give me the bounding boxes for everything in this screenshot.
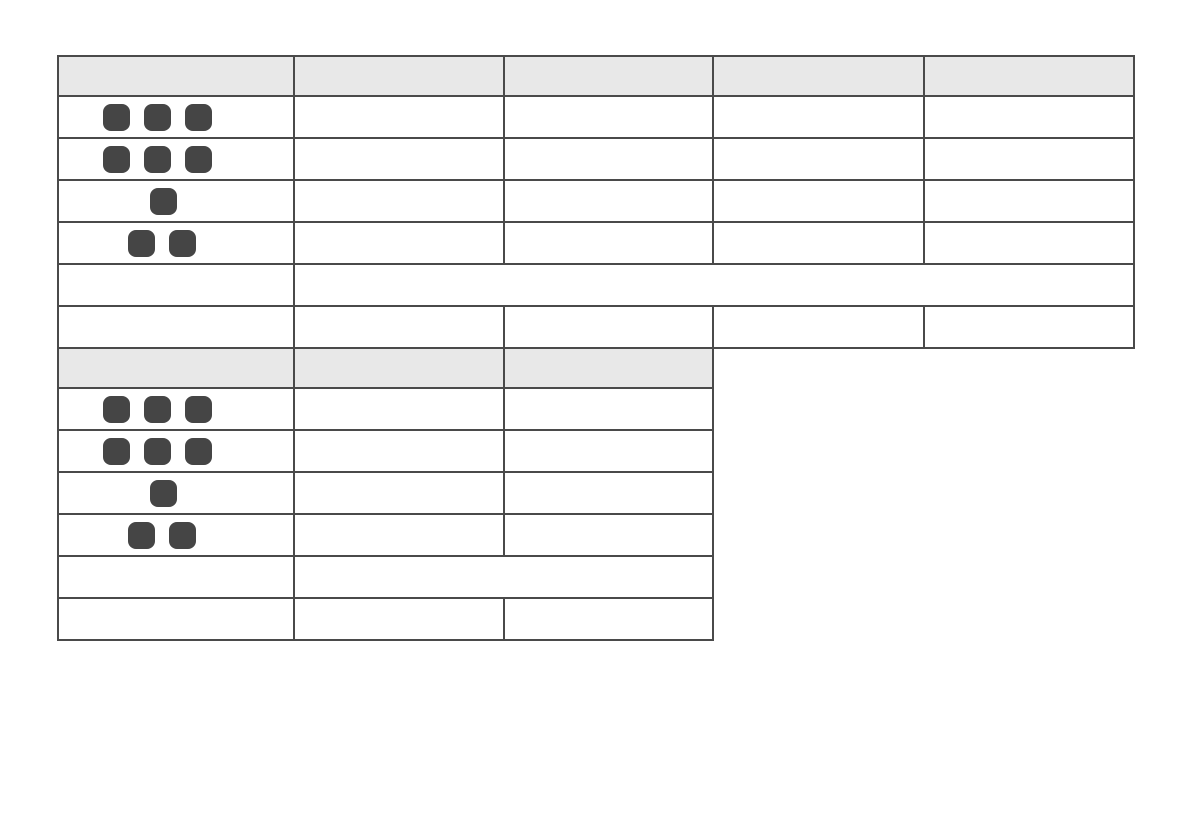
dot-pattern — [60, 182, 292, 220]
table-row — [57, 387, 714, 431]
dot-pattern-cell — [57, 95, 295, 139]
empty-cell — [923, 221, 1135, 265]
dot-square — [150, 479, 177, 507]
dot-square — [185, 103, 212, 131]
empty-cell — [923, 137, 1135, 181]
table-row — [57, 179, 1135, 223]
table-row — [57, 305, 1135, 349]
upper-table — [57, 55, 1135, 349]
header-cell — [57, 347, 295, 389]
empty-cell — [293, 513, 505, 557]
dot-square — [185, 395, 212, 423]
table-row — [57, 429, 714, 473]
table-row — [57, 95, 1135, 139]
dot-pattern — [60, 390, 292, 428]
table-row — [57, 221, 1135, 265]
dot-square — [150, 187, 177, 215]
table-row — [57, 137, 1135, 181]
empty-cell — [503, 221, 714, 265]
empty-cell — [503, 597, 714, 641]
empty-cell — [293, 179, 505, 223]
merged-cell — [293, 555, 714, 599]
dot-square — [103, 145, 130, 173]
empty-cell — [503, 137, 714, 181]
dot-square — [103, 103, 130, 131]
empty-cell — [503, 305, 714, 349]
empty-cell — [503, 179, 714, 223]
empty-cell — [923, 179, 1135, 223]
empty-cell — [503, 387, 714, 431]
header-cell — [503, 347, 714, 389]
merged-cell — [293, 263, 1135, 307]
dot-pattern-cell — [57, 387, 295, 431]
dot-pattern — [60, 98, 292, 136]
table-row — [57, 597, 714, 641]
empty-cell — [293, 597, 505, 641]
dot-pattern-cell — [57, 137, 295, 181]
empty-cell — [712, 179, 925, 223]
empty-cell — [503, 471, 714, 515]
empty-cell — [712, 305, 925, 349]
empty-cell — [293, 429, 505, 473]
empty-cell — [57, 305, 295, 349]
dot-pattern-cell — [57, 471, 295, 515]
dot-square — [169, 229, 196, 257]
empty-cell — [57, 263, 295, 307]
dot-pattern — [60, 140, 292, 178]
empty-cell — [57, 597, 295, 641]
empty-cell — [503, 429, 714, 473]
empty-cell — [293, 305, 505, 349]
dot-square — [185, 145, 212, 173]
dot-square — [144, 437, 171, 465]
empty-cell — [293, 387, 505, 431]
table-row — [57, 555, 714, 599]
dot-pattern — [60, 516, 292, 554]
header-cell — [57, 55, 295, 97]
dot-pattern-cell — [57, 513, 295, 557]
lower-table — [57, 347, 714, 641]
dot-square — [103, 395, 130, 423]
table-row — [57, 263, 1135, 307]
lower-header-row — [57, 347, 714, 389]
empty-cell — [503, 513, 714, 557]
empty-cell — [712, 221, 925, 265]
dot-square — [169, 521, 196, 549]
empty-cell — [503, 95, 714, 139]
dot-square — [128, 521, 155, 549]
table-row — [57, 471, 714, 515]
dot-square — [144, 395, 171, 423]
header-cell — [293, 55, 505, 97]
dot-pattern-cell — [57, 179, 295, 223]
dot-pattern — [60, 432, 292, 470]
header-cell — [712, 55, 925, 97]
dot-square — [185, 437, 212, 465]
header-cell — [293, 347, 505, 389]
dot-square — [128, 229, 155, 257]
empty-cell — [712, 95, 925, 139]
dot-square — [103, 437, 130, 465]
header-cell — [923, 55, 1135, 97]
dot-square — [144, 145, 171, 173]
empty-cell — [293, 471, 505, 515]
empty-cell — [923, 95, 1135, 139]
empty-cell — [712, 137, 925, 181]
table-row — [57, 513, 714, 557]
dot-pattern-cell — [57, 429, 295, 473]
dot-pattern — [60, 474, 292, 512]
upper-header-row — [57, 55, 1135, 97]
worksheet-sheet — [57, 55, 1135, 641]
dot-pattern — [60, 224, 292, 262]
empty-cell — [293, 137, 505, 181]
empty-cell — [293, 95, 505, 139]
empty-cell — [57, 555, 295, 599]
header-cell — [503, 55, 714, 97]
empty-cell — [923, 305, 1135, 349]
empty-cell — [293, 221, 505, 265]
dot-pattern-cell — [57, 221, 295, 265]
dot-square — [144, 103, 171, 131]
